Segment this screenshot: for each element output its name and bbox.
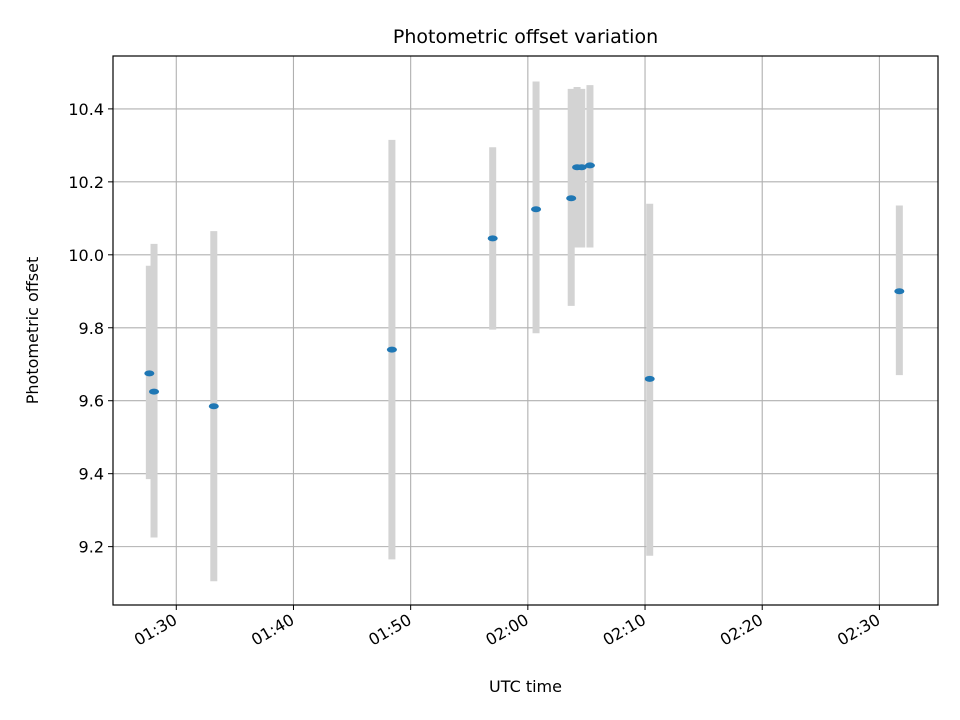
x-tick-label: 01:50 — [365, 610, 414, 650]
y-tick-label: 9.8 — [79, 319, 104, 338]
x-axis-ticks: 01:30 01:40 01:50 02:00 02:10 02:20 02:30 — [131, 605, 883, 650]
data-point — [487, 235, 498, 242]
data-point — [208, 403, 219, 410]
x-tick-label: 02:20 — [717, 610, 766, 650]
y-axis-label: Photometric offset — [23, 257, 42, 405]
x-tick-label: 02:00 — [482, 610, 531, 650]
data-point — [531, 206, 542, 213]
data-points — [144, 162, 905, 410]
y-tick-label: 10.2 — [68, 173, 104, 192]
y-tick-label: 10.0 — [68, 246, 104, 265]
data-point — [576, 164, 587, 171]
data-point — [144, 370, 155, 377]
x-tick-label: 01:40 — [248, 610, 297, 650]
x-tick-label: 02:10 — [600, 610, 649, 650]
y-axis-ticks: 9.2 9.4 9.6 9.8 10.0 10.2 10.4 — [68, 100, 113, 557]
y-tick-label: 9.6 — [79, 392, 104, 411]
x-axis-label: UTC time — [489, 677, 562, 696]
y-tick-label: 9.4 — [79, 465, 104, 484]
x-tick-label: 01:30 — [131, 610, 180, 650]
chart-title: Photometric offset variation — [393, 26, 658, 48]
y-tick-label: 9.2 — [79, 538, 104, 557]
x-tick-label: 02:30 — [834, 610, 883, 650]
error-bars — [145, 81, 903, 582]
plot-frame — [112, 55, 939, 606]
data-point — [566, 195, 577, 202]
data-point — [149, 388, 160, 395]
data-point — [644, 375, 655, 382]
y-tick-label: 10.4 — [68, 100, 104, 119]
data-point — [894, 288, 905, 295]
grid-lines — [113, 56, 938, 605]
data-point — [386, 346, 397, 353]
data-point — [584, 162, 595, 169]
